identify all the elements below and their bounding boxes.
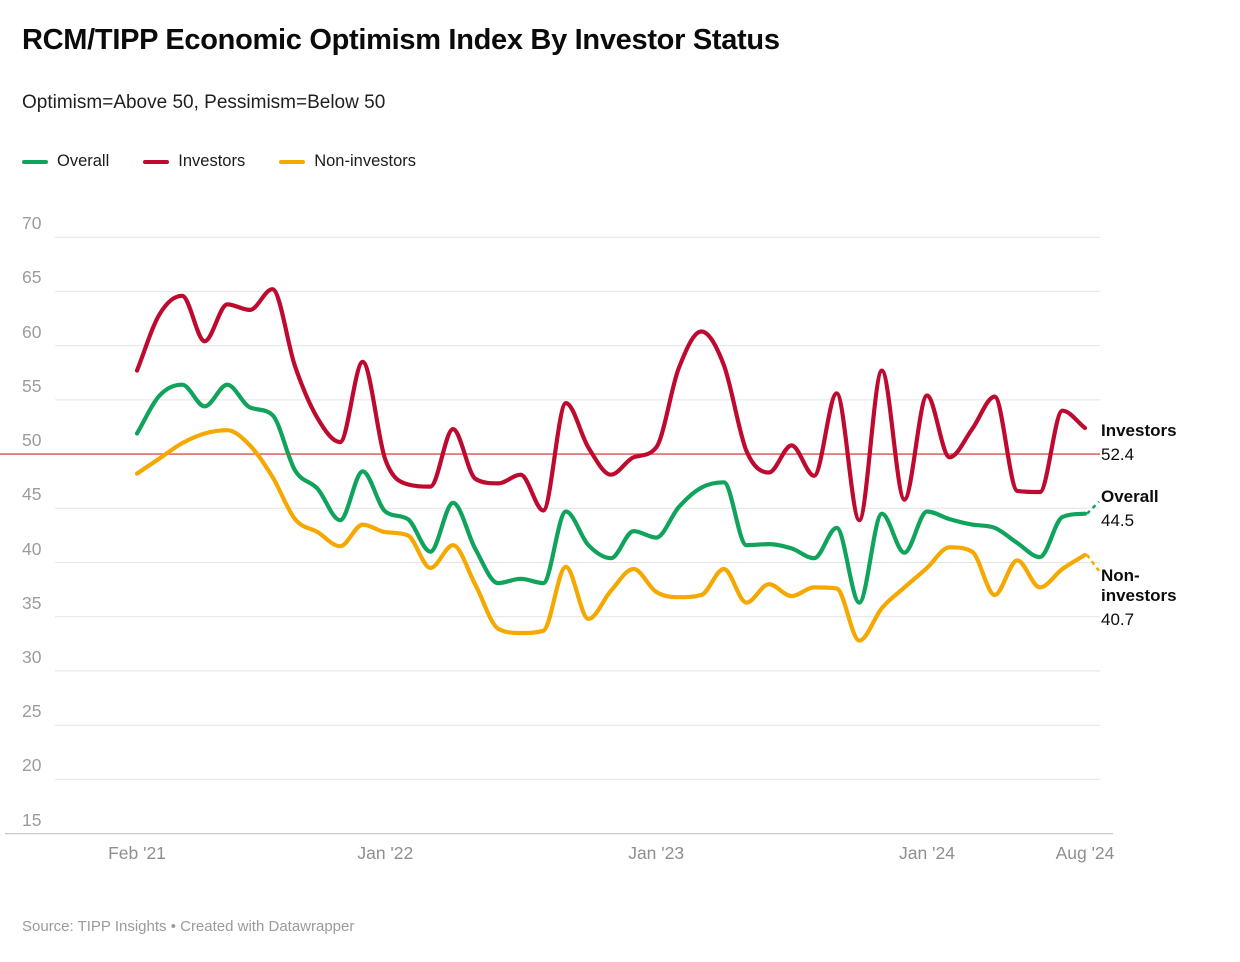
x-tick-label-Jan-22: Jan '22 xyxy=(357,843,414,863)
y-tick-label-65: 65 xyxy=(22,267,42,288)
chart-title: RCM/TIPP Economic Optimism Index By Inve… xyxy=(22,24,780,56)
y-tick-label-55: 55 xyxy=(22,375,42,396)
x-tick-label-Jan-23: Jan '23 xyxy=(628,843,685,863)
y-tick-label-45: 45 xyxy=(22,484,42,505)
end-label-overall-name: Overall xyxy=(1101,487,1159,506)
legend-item-overall: Overall xyxy=(22,152,109,171)
overall-label-leader xyxy=(1086,500,1100,515)
y-tick-label-25: 25 xyxy=(22,701,42,722)
y-tick-label-20: 20 xyxy=(22,755,42,776)
end-label-non-investors: Non-investors 40.7 xyxy=(1101,566,1205,630)
y-tick-label-60: 60 xyxy=(22,321,42,342)
y-tick-label-30: 30 xyxy=(22,646,42,667)
end-label-overall: Overall 44.5 xyxy=(1101,487,1205,531)
legend-item-investors: Investors xyxy=(143,152,245,171)
investors-line-swatch-icon xyxy=(143,159,170,164)
y-tick-label-40: 40 xyxy=(22,538,42,559)
x-tick-label-Jan-24: Jan '24 xyxy=(899,843,955,863)
end-label-investors: Investors 52.4 xyxy=(1101,421,1205,465)
end-label-non-investors-name: Non-investors xyxy=(1101,566,1177,606)
source-attribution: Source: TIPP Insights • Created with Dat… xyxy=(22,918,355,935)
end-label-investors-value: 52.4 xyxy=(1101,445,1135,465)
y-tick-label-35: 35 xyxy=(22,592,42,613)
non-investors-label-leader xyxy=(1086,554,1100,572)
y-tick-label-70: 70 xyxy=(22,213,42,234)
series-line-investors xyxy=(134,287,1088,523)
x-tick-label-Feb-21: Feb '21 xyxy=(108,843,166,863)
overall-line-swatch-icon xyxy=(22,159,48,164)
legend-item-non-investors: Non-investors xyxy=(279,152,416,171)
legend-label-overall: Overall xyxy=(57,152,110,170)
y-tick-label-15: 15 xyxy=(22,809,42,830)
legend-label-investors: Investors xyxy=(178,152,246,170)
chart-subtitle: Optimism=Above 50, Pessimism=Below 50 xyxy=(22,92,386,113)
non-investors-line-swatch-icon xyxy=(279,159,306,164)
y-tick-label-50: 50 xyxy=(22,430,42,451)
series-line-non-investors xyxy=(134,428,1088,643)
legend: Overall Investors Non-investors xyxy=(22,152,416,171)
end-label-overall-value: 44.5 xyxy=(1101,511,1135,531)
series-line-overall xyxy=(134,382,1088,605)
legend-label-non-investors: Non-investors xyxy=(314,152,417,170)
x-tick-label-Aug-24: Aug '24 xyxy=(1055,843,1115,863)
end-label-non-investors-value: 40.7 xyxy=(1101,610,1135,630)
end-label-investors-name: Investors xyxy=(1101,421,1177,440)
